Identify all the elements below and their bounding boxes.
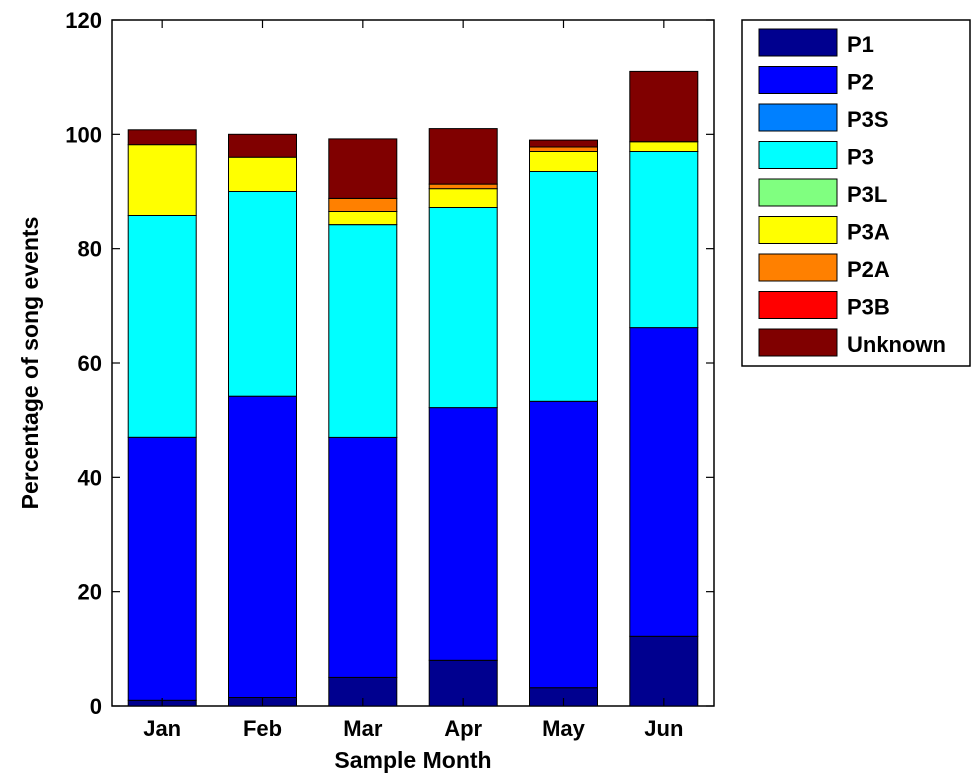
- legend-swatch-p2a: [758, 253, 838, 282]
- bar-jun-p2: [629, 327, 699, 637]
- legend-label-p1: P1: [847, 32, 874, 57]
- y-tick-label: 60: [78, 351, 102, 376]
- x-tick-label-jun: Jun: [644, 716, 683, 741]
- bar-apr-unknown: [428, 128, 498, 185]
- bar-mar-p3: [328, 224, 398, 438]
- legend-swatch-p3l: [758, 178, 838, 207]
- bar-apr-p2a: [428, 183, 498, 190]
- legend-swatch-p2: [758, 66, 838, 94]
- y-tick-label: 100: [65, 122, 102, 147]
- legend-swatch-p3s: [758, 103, 838, 132]
- y-tick-label: 20: [78, 580, 102, 605]
- x-tick-label-mar: Mar: [343, 716, 383, 741]
- bar-mar-p2a: [328, 197, 398, 212]
- legend-label-unknown: Unknown: [847, 332, 946, 357]
- bar-may-p2a: [529, 146, 598, 152]
- bar-jan-p3: [127, 215, 197, 438]
- bar-feb-p2: [228, 395, 297, 698]
- y-axis-label: Percentage of song events: [17, 217, 43, 510]
- legend: P1 P2 P3S P3 P3L P3A P2A P3B Unknown: [741, 19, 971, 367]
- bar-mar-p3a: [328, 211, 398, 226]
- bar-jun-p3: [629, 151, 699, 329]
- bar-apr-p3a: [428, 188, 498, 209]
- bar-jan-p2: [127, 436, 197, 701]
- legend-swatch-p3a: [758, 216, 838, 244]
- legend-label-p2: P2: [847, 70, 874, 95]
- legend-label-p3s: P3S: [847, 107, 889, 132]
- legend-swatch-p3b: [758, 291, 838, 319]
- bar-jan-p3a: [127, 144, 197, 217]
- y-tick-label: 40: [78, 465, 102, 490]
- x-tick-label-apr: Apr: [444, 716, 482, 741]
- legend-label-p2a: P2A: [847, 257, 890, 282]
- bar-jun-unknown: [629, 70, 699, 143]
- x-axis-label: Sample Month: [334, 747, 491, 773]
- y-axis: 0 20 40 60 80 100 120: [65, 8, 714, 719]
- bar-jun-p1: [629, 635, 699, 707]
- plot-area: [111, 19, 715, 707]
- bar-group: [127, 70, 699, 707]
- bar-mar-unknown: [328, 138, 398, 199]
- x-tick-label-may: May: [542, 716, 586, 741]
- bar-feb-p3: [228, 191, 297, 397]
- legend-label-p3b: P3B: [847, 295, 890, 320]
- bar-may-unknown: [529, 139, 598, 148]
- legend-label-p3a: P3A: [847, 220, 890, 245]
- legend-label-p3: P3: [847, 145, 874, 170]
- x-axis: Jan Feb Mar Apr May Jun: [143, 20, 683, 741]
- x-tick-label-feb: Feb: [243, 716, 282, 741]
- bar-apr-p3: [428, 207, 498, 409]
- x-tick-label-jan: Jan: [143, 716, 181, 741]
- y-tick-label: 120: [65, 8, 102, 33]
- legend-swatch-p3: [758, 141, 838, 169]
- y-tick-label: 80: [78, 237, 102, 262]
- legend-label-p3l: P3L: [847, 182, 887, 207]
- bar-jun-p3a: [629, 141, 699, 153]
- bar-may-p3: [529, 171, 598, 402]
- legend-swatch-unknown: [758, 328, 838, 357]
- y-tick-label: 0: [90, 694, 102, 719]
- bar-feb-unknown: [228, 133, 297, 158]
- bar-mar-p2: [328, 436, 398, 678]
- bar-may-p2: [529, 400, 598, 689]
- bar-may-p3a: [529, 151, 598, 172]
- bar-jan-unknown: [127, 129, 197, 146]
- legend-swatch-p1: [758, 28, 838, 57]
- bar-apr-p2: [428, 407, 498, 661]
- bar-feb-p3a: [228, 156, 297, 192]
